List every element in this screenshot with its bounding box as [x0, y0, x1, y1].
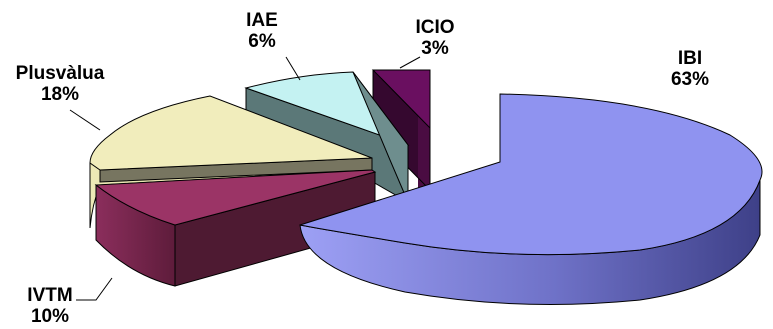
label-ibi: IBI 63% — [655, 48, 725, 90]
label-ivtm: IVTM 10% — [15, 285, 85, 327]
label-ivtm-value: 10% — [30, 306, 70, 327]
slice-plusvalua-top — [89, 95, 373, 171]
slice-icio — [371, 69, 431, 192]
label-plusvalua-name: Plusvàlua — [15, 63, 105, 84]
slice-ivtm — [94, 169, 377, 287]
label-ibi-name: IBI — [677, 48, 703, 69]
label-plusvalua-value: 18% — [40, 84, 80, 105]
leader-line-ivtm — [76, 277, 113, 301]
label-iae-name: IAE — [246, 10, 278, 31]
label-icio: ICIO 3% — [405, 17, 465, 59]
leader-lines — [69, 56, 421, 301]
slice-plusvalua — [89, 95, 373, 229]
leader-line-plusvalua — [69, 109, 101, 131]
slice-ibi — [299, 93, 763, 305]
leader-line-icio — [399, 56, 421, 69]
label-iae: IAE 6% — [232, 10, 292, 52]
label-icio-name: ICIO — [415, 17, 455, 38]
label-ivtm-name: IVTM — [27, 285, 73, 306]
slice-ivtm-top — [94, 169, 377, 226]
slice-iae-top — [244, 71, 410, 147]
label-ibi-value: 63% — [670, 69, 710, 90]
slice-ibi-top — [299, 93, 763, 256]
label-plusvalua: Plusvàlua 18% — [5, 63, 115, 105]
label-icio-value: 3% — [421, 38, 449, 59]
label-iae-value: 6% — [248, 31, 276, 52]
leader-line-iae — [285, 56, 301, 81]
slice-icio-side — [373, 70, 430, 190]
